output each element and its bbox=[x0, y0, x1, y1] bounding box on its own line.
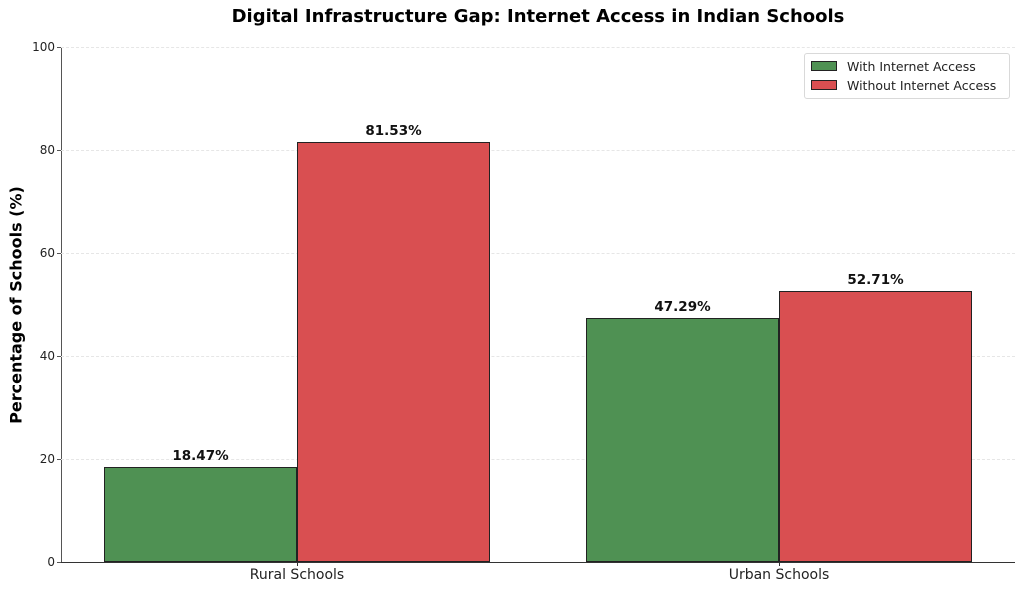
bar-value-label: 81.53% bbox=[365, 123, 422, 140]
x-tick-mark bbox=[297, 562, 298, 566]
plot-area: 0 20 40 60 80 100 18.47% 81.53% Rural Schools 47.… bbox=[32, 40, 1015, 583]
bar-value-label: 47.29% bbox=[654, 299, 711, 316]
y-tick-label: 40 bbox=[39, 349, 55, 363]
gridline bbox=[61, 150, 1015, 151]
legend-label: Without Internet Access bbox=[847, 77, 997, 93]
gridline bbox=[61, 253, 1015, 254]
gridline bbox=[61, 356, 1015, 357]
bar-with-internet-0 bbox=[104, 466, 297, 562]
y-tick-label: 60 bbox=[39, 246, 55, 260]
bar-without-internet-1 bbox=[779, 290, 972, 562]
y-tick-label: 20 bbox=[39, 452, 55, 466]
y-tick-mark bbox=[57, 356, 61, 357]
x-tick-label: Urban Schools bbox=[728, 567, 830, 583]
legend-item-with-internet: With Internet Access bbox=[811, 58, 976, 74]
legend: With Internet Access Without Internet Ac… bbox=[804, 53, 1010, 99]
bar-without-internet-0 bbox=[297, 142, 490, 562]
x-tick-mark bbox=[779, 562, 780, 566]
x-axis-line bbox=[61, 562, 1015, 563]
bar-with-internet-1 bbox=[586, 318, 779, 562]
y-tick-mark bbox=[57, 253, 61, 254]
y-tick-mark bbox=[57, 47, 61, 48]
gridline bbox=[61, 47, 1015, 48]
y-axis-line bbox=[61, 47, 62, 562]
y-tick-label: 100 bbox=[32, 40, 55, 54]
y-tick-mark bbox=[57, 459, 61, 460]
bar-value-label: 18.47% bbox=[172, 447, 229, 464]
chart-title: Digital Infrastructure Gap: Internet Acc… bbox=[231, 6, 845, 27]
y-tick-mark bbox=[57, 562, 61, 563]
legend-item-without-internet: Without Internet Access bbox=[811, 77, 996, 93]
legend-label: With Internet Access bbox=[847, 58, 976, 74]
y-tick-label: 80 bbox=[39, 143, 55, 157]
y-tick-mark bbox=[57, 150, 61, 151]
y-axis-label: Percentage of Schools (%) bbox=[6, 186, 26, 424]
y-tick-label: 0 bbox=[47, 555, 55, 569]
gridline bbox=[61, 459, 1015, 460]
legend-swatch-green bbox=[811, 61, 837, 71]
x-tick-label: Rural Schools bbox=[249, 567, 345, 583]
legend-swatch-red bbox=[811, 80, 837, 90]
bar-value-label: 52.71% bbox=[847, 271, 904, 288]
